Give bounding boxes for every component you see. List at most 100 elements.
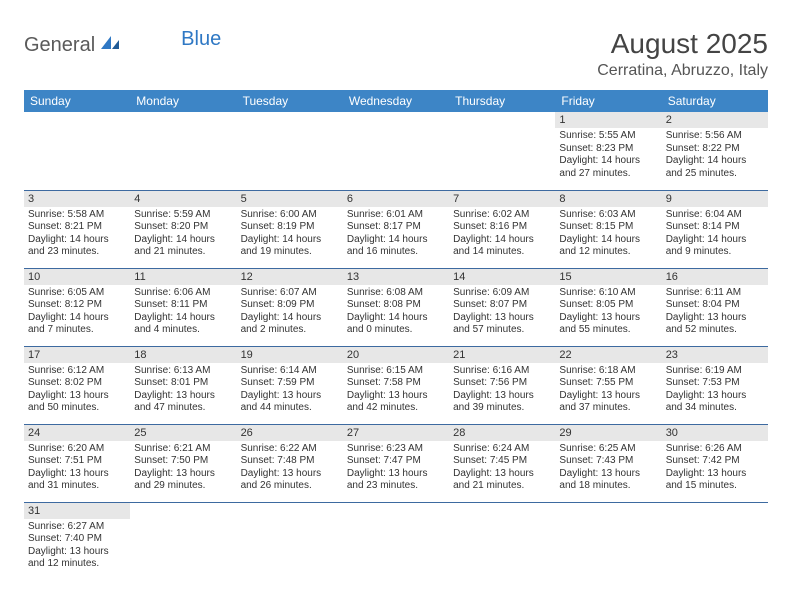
logo-text-general: General — [24, 34, 95, 57]
day-number: 12 — [237, 269, 343, 285]
day-number: 1 — [555, 112, 661, 128]
day-number: 5 — [237, 191, 343, 207]
day-details: Sunrise: 6:11 AMSunset: 8:04 PMDaylight:… — [662, 285, 768, 341]
calendar-cell: 5Sunrise: 6:00 AMSunset: 8:19 PMDaylight… — [237, 190, 343, 268]
calendar-row: 3Sunrise: 5:58 AMSunset: 8:21 PMDaylight… — [24, 190, 768, 268]
day-number: 7 — [449, 191, 555, 207]
day-number: 14 — [449, 269, 555, 285]
calendar-cell-empty — [343, 502, 449, 580]
weekday-header: Thursday — [449, 90, 555, 112]
calendar-cell: 6Sunrise: 6:01 AMSunset: 8:17 PMDaylight… — [343, 190, 449, 268]
day-details: Sunrise: 5:59 AMSunset: 8:20 PMDaylight:… — [130, 207, 236, 263]
calendar-cell-empty — [662, 502, 768, 580]
day-details: Sunrise: 6:20 AMSunset: 7:51 PMDaylight:… — [24, 441, 130, 497]
weekday-header-row: SundayMondayTuesdayWednesdayThursdayFrid… — [24, 90, 768, 112]
day-details: Sunrise: 6:01 AMSunset: 8:17 PMDaylight:… — [343, 207, 449, 263]
calendar-cell: 28Sunrise: 6:24 AMSunset: 7:45 PMDayligh… — [449, 424, 555, 502]
day-number: 11 — [130, 269, 236, 285]
calendar-cell: 24Sunrise: 6:20 AMSunset: 7:51 PMDayligh… — [24, 424, 130, 502]
day-details: Sunrise: 6:05 AMSunset: 8:12 PMDaylight:… — [24, 285, 130, 341]
day-number: 16 — [662, 269, 768, 285]
day-number: 6 — [343, 191, 449, 207]
weekday-header: Monday — [130, 90, 236, 112]
calendar-cell: 23Sunrise: 6:19 AMSunset: 7:53 PMDayligh… — [662, 346, 768, 424]
calendar-cell: 31Sunrise: 6:27 AMSunset: 7:40 PMDayligh… — [24, 502, 130, 580]
calendar-row: 10Sunrise: 6:05 AMSunset: 8:12 PMDayligh… — [24, 268, 768, 346]
day-number: 3 — [24, 191, 130, 207]
day-number: 22 — [555, 347, 661, 363]
day-details: Sunrise: 6:10 AMSunset: 8:05 PMDaylight:… — [555, 285, 661, 341]
day-number: 4 — [130, 191, 236, 207]
calendar-cell: 17Sunrise: 6:12 AMSunset: 8:02 PMDayligh… — [24, 346, 130, 424]
day-details: Sunrise: 6:24 AMSunset: 7:45 PMDaylight:… — [449, 441, 555, 497]
day-number: 23 — [662, 347, 768, 363]
day-details: Sunrise: 5:56 AMSunset: 8:22 PMDaylight:… — [662, 128, 768, 184]
logo-text-blue: Blue — [181, 28, 221, 51]
day-number: 30 — [662, 425, 768, 441]
calendar-cell: 18Sunrise: 6:13 AMSunset: 8:01 PMDayligh… — [130, 346, 236, 424]
day-number: 8 — [555, 191, 661, 207]
day-details: Sunrise: 6:08 AMSunset: 8:08 PMDaylight:… — [343, 285, 449, 341]
logo: General Blue — [24, 28, 221, 57]
weekday-header: Sunday — [24, 90, 130, 112]
day-details: Sunrise: 6:06 AMSunset: 8:11 PMDaylight:… — [130, 285, 236, 341]
location-subtitle: Cerratina, Abruzzo, Italy — [597, 62, 768, 80]
day-number: 10 — [24, 269, 130, 285]
day-number: 27 — [343, 425, 449, 441]
day-number: 18 — [130, 347, 236, 363]
day-number: 19 — [237, 347, 343, 363]
calendar-cell-empty — [237, 502, 343, 580]
day-number: 9 — [662, 191, 768, 207]
day-number: 13 — [343, 269, 449, 285]
calendar-cell-empty — [237, 112, 343, 190]
calendar-cell: 4Sunrise: 5:59 AMSunset: 8:20 PMDaylight… — [130, 190, 236, 268]
day-number: 31 — [24, 503, 130, 519]
calendar-cell: 13Sunrise: 6:08 AMSunset: 8:08 PMDayligh… — [343, 268, 449, 346]
day-details: Sunrise: 6:09 AMSunset: 8:07 PMDaylight:… — [449, 285, 555, 341]
weekday-header: Friday — [555, 90, 661, 112]
day-number: 25 — [130, 425, 236, 441]
day-details: Sunrise: 6:02 AMSunset: 8:16 PMDaylight:… — [449, 207, 555, 263]
header: General Blue August 2025 Cerratina, Abru… — [24, 28, 768, 86]
calendar-cell: 3Sunrise: 5:58 AMSunset: 8:21 PMDaylight… — [24, 190, 130, 268]
day-details: Sunrise: 6:13 AMSunset: 8:01 PMDaylight:… — [130, 363, 236, 419]
day-details: Sunrise: 6:25 AMSunset: 7:43 PMDaylight:… — [555, 441, 661, 497]
calendar-cell: 26Sunrise: 6:22 AMSunset: 7:48 PMDayligh… — [237, 424, 343, 502]
weekday-header: Wednesday — [343, 90, 449, 112]
weekday-header: Tuesday — [237, 90, 343, 112]
calendar-cell: 29Sunrise: 6:25 AMSunset: 7:43 PMDayligh… — [555, 424, 661, 502]
day-number: 2 — [662, 112, 768, 128]
calendar-cell: 1Sunrise: 5:55 AMSunset: 8:23 PMDaylight… — [555, 112, 661, 190]
day-details: Sunrise: 6:16 AMSunset: 7:56 PMDaylight:… — [449, 363, 555, 419]
day-details: Sunrise: 6:00 AMSunset: 8:19 PMDaylight:… — [237, 207, 343, 263]
calendar-cell: 15Sunrise: 6:10 AMSunset: 8:05 PMDayligh… — [555, 268, 661, 346]
day-details: Sunrise: 6:18 AMSunset: 7:55 PMDaylight:… — [555, 363, 661, 419]
calendar-cell: 21Sunrise: 6:16 AMSunset: 7:56 PMDayligh… — [449, 346, 555, 424]
day-number: 26 — [237, 425, 343, 441]
calendar-cell-empty — [555, 502, 661, 580]
day-details: Sunrise: 6:22 AMSunset: 7:48 PMDaylight:… — [237, 441, 343, 497]
calendar-cell-empty — [24, 112, 130, 190]
calendar-row: 31Sunrise: 6:27 AMSunset: 7:40 PMDayligh… — [24, 502, 768, 580]
calendar-cell: 19Sunrise: 6:14 AMSunset: 7:59 PMDayligh… — [237, 346, 343, 424]
calendar-row: 24Sunrise: 6:20 AMSunset: 7:51 PMDayligh… — [24, 424, 768, 502]
day-details: Sunrise: 6:27 AMSunset: 7:40 PMDaylight:… — [24, 519, 130, 575]
calendar-cell: 12Sunrise: 6:07 AMSunset: 8:09 PMDayligh… — [237, 268, 343, 346]
calendar-row: 17Sunrise: 6:12 AMSunset: 8:02 PMDayligh… — [24, 346, 768, 424]
day-details: Sunrise: 6:07 AMSunset: 8:09 PMDaylight:… — [237, 285, 343, 341]
calendar-cell-empty — [449, 112, 555, 190]
day-details: Sunrise: 6:15 AMSunset: 7:58 PMDaylight:… — [343, 363, 449, 419]
day-details: Sunrise: 6:26 AMSunset: 7:42 PMDaylight:… — [662, 441, 768, 497]
calendar-cell: 8Sunrise: 6:03 AMSunset: 8:15 PMDaylight… — [555, 190, 661, 268]
calendar-cell: 16Sunrise: 6:11 AMSunset: 8:04 PMDayligh… — [662, 268, 768, 346]
calendar-cell: 14Sunrise: 6:09 AMSunset: 8:07 PMDayligh… — [449, 268, 555, 346]
day-details: Sunrise: 5:58 AMSunset: 8:21 PMDaylight:… — [24, 207, 130, 263]
calendar-cell: 30Sunrise: 6:26 AMSunset: 7:42 PMDayligh… — [662, 424, 768, 502]
calendar-cell: 7Sunrise: 6:02 AMSunset: 8:16 PMDaylight… — [449, 190, 555, 268]
day-number: 15 — [555, 269, 661, 285]
weekday-header: Saturday — [662, 90, 768, 112]
calendar-cell: 27Sunrise: 6:23 AMSunset: 7:47 PMDayligh… — [343, 424, 449, 502]
calendar-table: SundayMondayTuesdayWednesdayThursdayFrid… — [24, 90, 768, 580]
calendar-cell: 9Sunrise: 6:04 AMSunset: 8:14 PMDaylight… — [662, 190, 768, 268]
calendar-cell: 25Sunrise: 6:21 AMSunset: 7:50 PMDayligh… — [130, 424, 236, 502]
